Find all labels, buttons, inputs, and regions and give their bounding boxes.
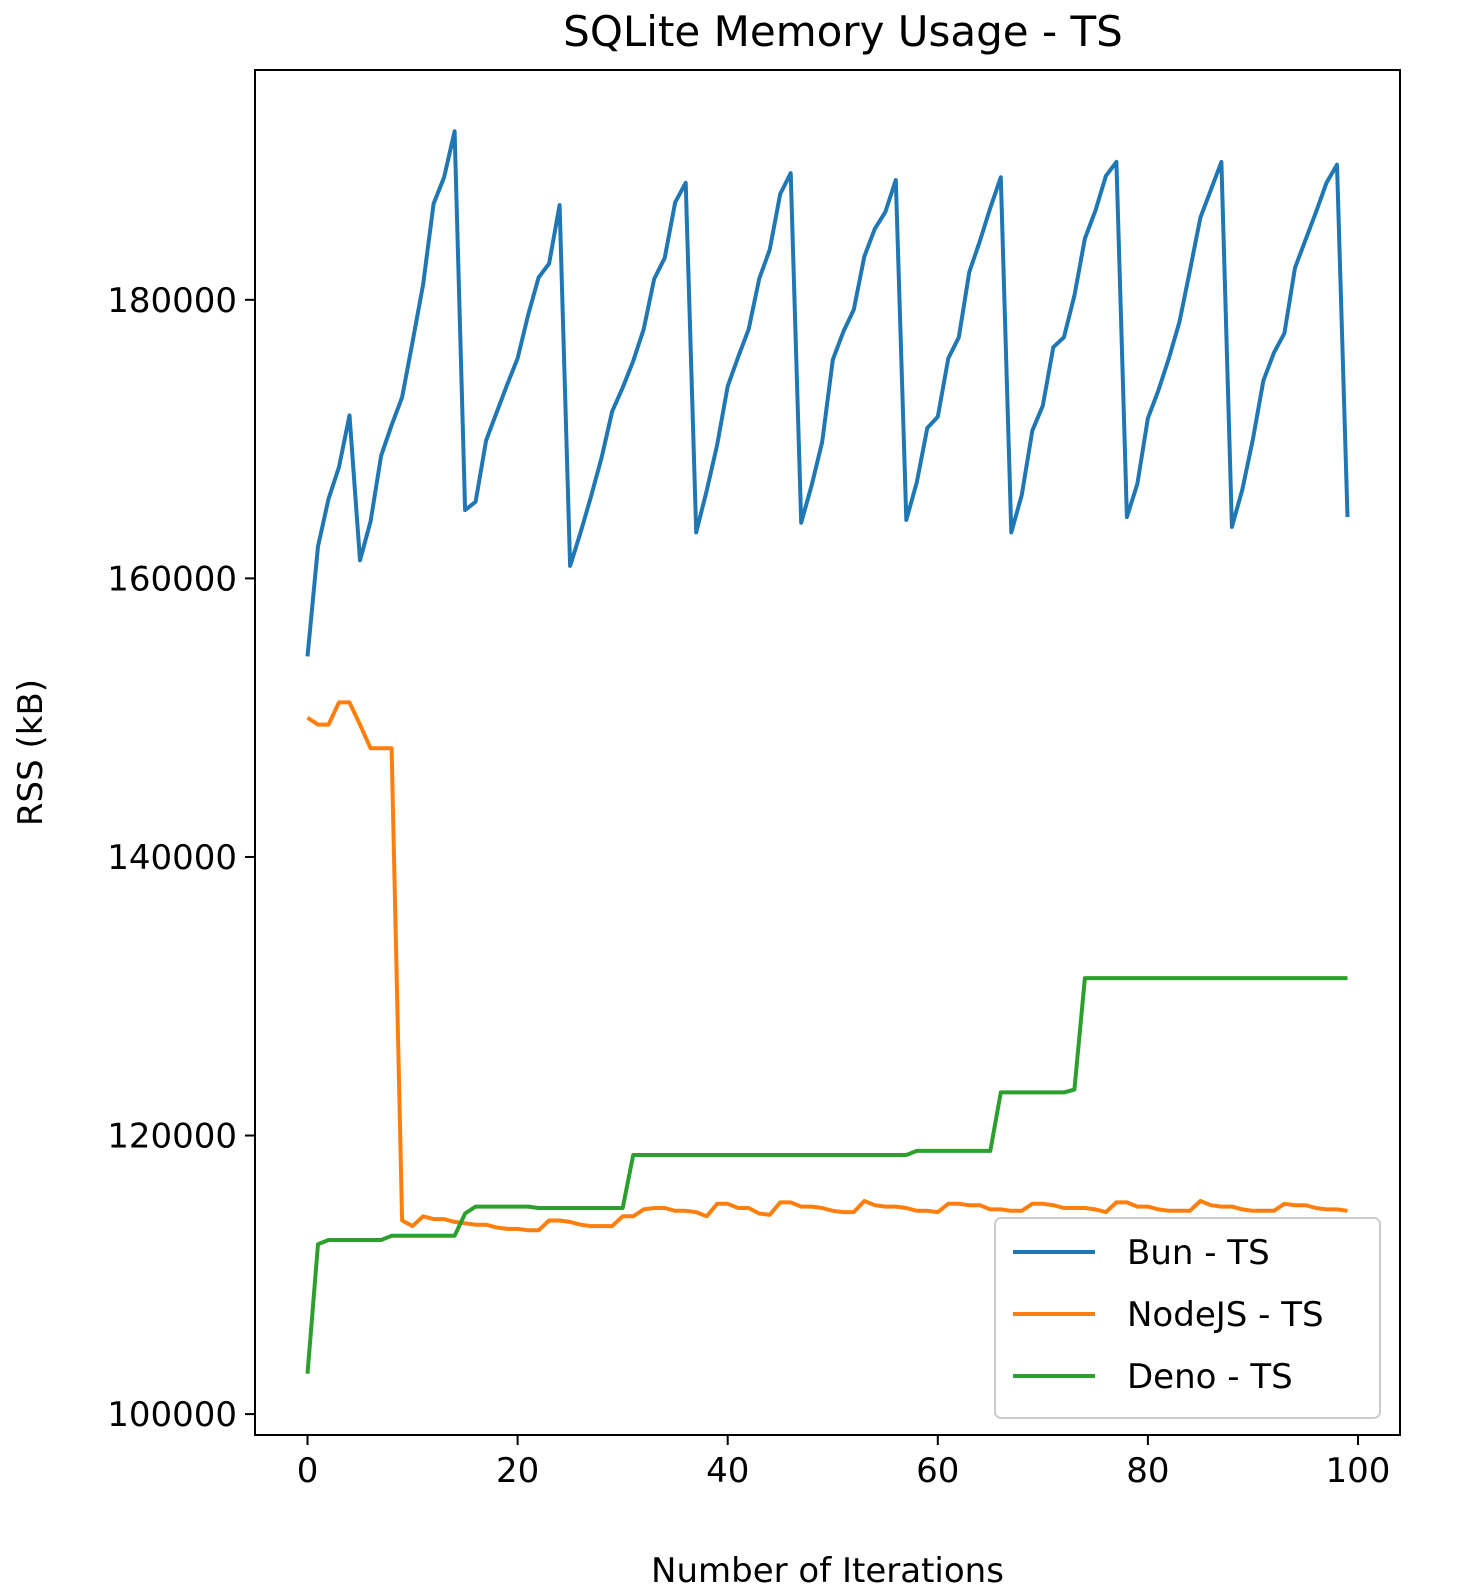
x-tick-label: 60 — [916, 1451, 959, 1491]
legend-label: NodeJS - TS — [1127, 1295, 1324, 1335]
series-line-1 — [305, 129, 1350, 657]
x-tick-label: 0 — [297, 1451, 319, 1491]
legend-label: Bun - TS — [1127, 1233, 1270, 1273]
series-layer — [305, 129, 1350, 1374]
y-tick-label: 120000 — [107, 1117, 237, 1157]
y-axis-label: RSS (kB) — [11, 679, 51, 826]
x-axis-label: Number of Iterations — [651, 1551, 1004, 1591]
x-tick-label: 100 — [1326, 1451, 1391, 1491]
x-tick-label: 80 — [1126, 1451, 1169, 1491]
y-tick-label: 100000 — [107, 1395, 237, 1435]
y-tick-label: 160000 — [107, 559, 237, 599]
legend: Bun - TS NodeJS - TS Deno - TS — [994, 1217, 1381, 1419]
legend-label: Deno - TS — [1127, 1357, 1293, 1397]
legend-box — [994, 1217, 1381, 1419]
x-tick-label: 20 — [496, 1451, 539, 1491]
series-line-2 — [306, 700, 1348, 1233]
y-tick-label: 140000 — [107, 838, 237, 878]
x-tick-label: 40 — [706, 1451, 749, 1491]
plot-frame — [254, 69, 1401, 1436]
y-tick-label: 180000 — [107, 281, 237, 321]
chart-title: SQLite Memory Usage - TS — [563, 7, 1123, 56]
ticks-layer: 0 20 40 60 80 100 100000 120000 140000 160000 1800… — [107, 281, 1390, 1491]
series-line-3 — [305, 976, 1348, 1374]
